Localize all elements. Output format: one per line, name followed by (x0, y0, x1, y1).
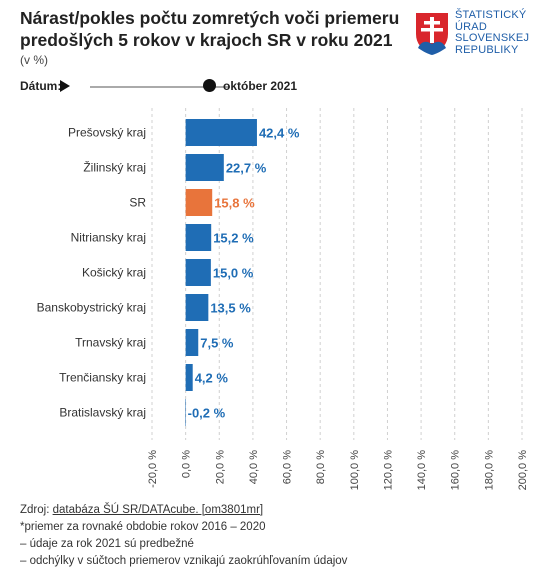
x-tick-label: 0,0 % (181, 450, 193, 478)
agency-name-line: ÚRAD (455, 20, 487, 33)
bar-chart: -20,0 % 0,0 % 20,0 % 40,0 % 60,0 % 80,0 % 100,… (37, 108, 529, 491)
category-label: Banskobystrický kraj (37, 301, 146, 315)
category-label: Košický kraj (82, 266, 146, 280)
data-label: 15,2 % (213, 231, 254, 246)
bar (185, 224, 212, 251)
data-label: 42,4 % (259, 126, 300, 141)
x-tick-label: -20,0 % (147, 450, 159, 488)
data-label: 13,5 % (210, 301, 251, 316)
source-prefix: Zdroj: (20, 504, 53, 516)
x-tick-label: 180,0 % (483, 450, 495, 491)
data-label: 22,7 % (226, 161, 267, 176)
chart-title: Nárast/pokles počtu zomretých voči priem… (20, 7, 400, 51)
data-label: 4,2 % (195, 371, 229, 386)
bar (185, 399, 186, 426)
category-label: SR (129, 196, 146, 210)
category-label: Nitriansky kraj (71, 231, 146, 245)
date-slider-handle[interactable] (203, 79, 216, 92)
date-label: Dátum: (20, 79, 62, 93)
agency-name-line: ŠTATISTICKÝ (455, 9, 527, 21)
coat-of-arms-icon (414, 11, 450, 56)
chart-title-line2: predošlých 5 rokov v krajoch SR v roku 2… (20, 30, 393, 50)
category-label: Bratislavský kraj (59, 406, 146, 420)
source-link[interactable]: databáza ŠÚ SR/DATAcube. [om3801mr] (52, 504, 264, 516)
date-slider-track[interactable] (90, 86, 230, 88)
x-tick-label: 120,0 % (382, 450, 394, 491)
x-tick-label: 160,0 % (450, 450, 462, 491)
x-tick-label: 20,0 % (214, 450, 226, 484)
chart-title-line1: Nárast/pokles počtu zomretých voči priem… (20, 8, 400, 28)
footnote: *priemer za rovnaké obdobie rokov 2016 –… (20, 521, 266, 533)
date-value: október 2021 (223, 79, 298, 93)
bar (185, 259, 211, 286)
bar (185, 154, 224, 181)
category-label: Trnavský kraj (75, 336, 146, 350)
date-control: Dátum: október 2021 (20, 78, 320, 94)
source-line: Zdroj: databáza ŠÚ SR/DATAcube. [om3801m… (20, 502, 347, 519)
bar (185, 329, 199, 356)
data-label: -0,2 % (188, 406, 226, 421)
x-tick-label: 80,0 % (315, 450, 327, 484)
footer: Zdroj: databáza ŠÚ SR/DATAcube. [om3801m… (20, 502, 347, 570)
bar (185, 119, 257, 146)
unit-label: (v %) (20, 53, 48, 67)
play-icon[interactable] (60, 80, 70, 92)
bar (185, 364, 193, 391)
x-tick-label: 60,0 % (282, 450, 294, 484)
bar (185, 189, 213, 216)
data-label: 7,5 % (200, 336, 234, 351)
x-tick-label: 140,0 % (416, 450, 428, 491)
x-tick-label: 40,0 % (248, 450, 260, 484)
x-tick-label: 100,0 % (349, 450, 361, 491)
footnote: – odchýlky v súčtoch priemerov vznikajú … (20, 555, 348, 567)
category-label: Trenčiansky kraj (59, 371, 146, 385)
agency-name: ŠTATISTICKÝ ÚRAD SLOVENSKEJ REPUBLIKY (455, 9, 530, 56)
x-tick-label: 200,0 % (517, 450, 529, 491)
agency-name-line: SLOVENSKEJ (455, 32, 530, 44)
agency-name-line: REPUBLIKY (455, 43, 519, 56)
data-label: 15,8 % (214, 196, 255, 211)
footnote: – údaje za rok 2021 sú predbežné (20, 538, 194, 550)
bar (185, 294, 209, 321)
category-label: Prešovský kraj (68, 126, 146, 140)
category-label: Žilinský kraj (83, 160, 146, 175)
data-label: 15,0 % (213, 266, 254, 281)
